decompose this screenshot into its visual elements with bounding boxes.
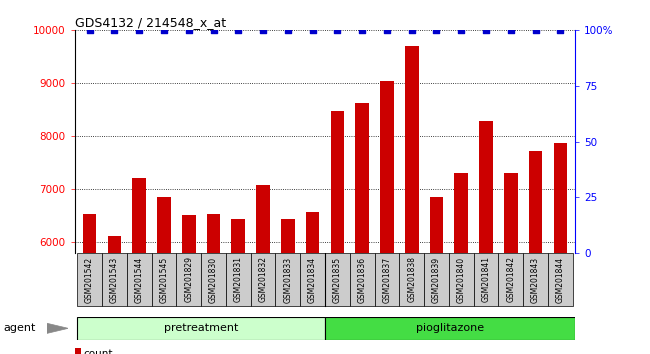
Point — [481, 27, 491, 33]
Text: GSM201544: GSM201544 — [135, 256, 144, 303]
Bar — [380, 81, 394, 354]
Bar — [499, 253, 523, 306]
Bar — [281, 219, 294, 354]
Text: GSM201543: GSM201543 — [110, 256, 119, 303]
Text: pretreatment: pretreatment — [164, 323, 239, 333]
Bar — [207, 214, 220, 354]
Text: GSM201545: GSM201545 — [159, 256, 168, 303]
Point — [283, 27, 293, 33]
Bar — [374, 253, 399, 306]
Bar — [300, 253, 325, 306]
Bar — [325, 253, 350, 306]
Point — [84, 27, 95, 33]
Point — [382, 27, 392, 33]
Bar — [474, 253, 499, 306]
Text: GSM201838: GSM201838 — [407, 256, 416, 302]
Bar — [504, 173, 517, 354]
Point — [183, 27, 194, 33]
Bar — [251, 253, 276, 306]
Text: GDS4132 / 214548_x_at: GDS4132 / 214548_x_at — [75, 16, 226, 29]
Bar — [108, 236, 121, 354]
Point — [159, 27, 169, 33]
Bar — [201, 253, 226, 306]
Bar — [479, 121, 493, 354]
Bar — [331, 111, 345, 354]
Point — [456, 27, 467, 33]
Bar — [424, 253, 449, 306]
Text: GSM201831: GSM201831 — [234, 256, 243, 302]
Text: count: count — [84, 349, 113, 354]
Text: GSM201842: GSM201842 — [506, 256, 515, 302]
Bar — [83, 214, 96, 354]
Text: GSM201836: GSM201836 — [358, 256, 367, 303]
Text: GSM201844: GSM201844 — [556, 256, 565, 303]
Text: agent: agent — [3, 323, 36, 333]
Bar — [356, 103, 369, 354]
Bar — [157, 198, 171, 354]
Text: GSM201832: GSM201832 — [259, 256, 268, 302]
Point — [134, 27, 144, 33]
Bar — [554, 143, 567, 354]
Bar — [133, 178, 146, 354]
Point — [109, 27, 120, 33]
Bar — [256, 185, 270, 354]
Point — [208, 27, 218, 33]
Point — [506, 27, 516, 33]
Bar — [77, 317, 325, 340]
Bar — [102, 253, 127, 306]
Point — [432, 27, 442, 33]
Point — [530, 27, 541, 33]
Bar — [127, 253, 151, 306]
Bar — [449, 253, 474, 306]
Text: GSM201542: GSM201542 — [85, 256, 94, 303]
Text: GSM201833: GSM201833 — [283, 256, 292, 303]
Bar — [529, 151, 542, 354]
Text: GSM201835: GSM201835 — [333, 256, 342, 303]
Point — [332, 27, 343, 33]
Point — [555, 27, 566, 33]
Bar — [182, 216, 196, 354]
Bar — [231, 219, 245, 354]
Bar — [176, 253, 201, 306]
Bar — [350, 253, 374, 306]
Polygon shape — [47, 323, 68, 333]
Bar — [325, 317, 575, 340]
Text: GSM201829: GSM201829 — [184, 256, 193, 302]
Point — [258, 27, 268, 33]
Text: GSM201834: GSM201834 — [308, 256, 317, 303]
Text: GSM201841: GSM201841 — [482, 256, 491, 302]
Bar — [523, 253, 548, 306]
Point — [307, 27, 318, 33]
Bar — [454, 173, 468, 354]
Text: GSM201840: GSM201840 — [457, 256, 466, 303]
Bar — [430, 197, 443, 354]
Text: GSM201837: GSM201837 — [382, 256, 391, 303]
Text: GSM201843: GSM201843 — [531, 256, 540, 303]
Text: GSM201830: GSM201830 — [209, 256, 218, 303]
Point — [406, 27, 417, 33]
Point — [233, 27, 244, 33]
Bar — [276, 253, 300, 306]
Bar — [226, 253, 251, 306]
Bar — [75, 348, 81, 354]
Text: GSM201839: GSM201839 — [432, 256, 441, 303]
Bar — [399, 253, 424, 306]
Bar — [405, 46, 419, 354]
Text: pioglitazone: pioglitazone — [416, 323, 484, 333]
Bar — [306, 212, 319, 354]
Bar — [548, 253, 573, 306]
Point — [357, 27, 367, 33]
Bar — [151, 253, 176, 306]
Bar — [77, 253, 102, 306]
